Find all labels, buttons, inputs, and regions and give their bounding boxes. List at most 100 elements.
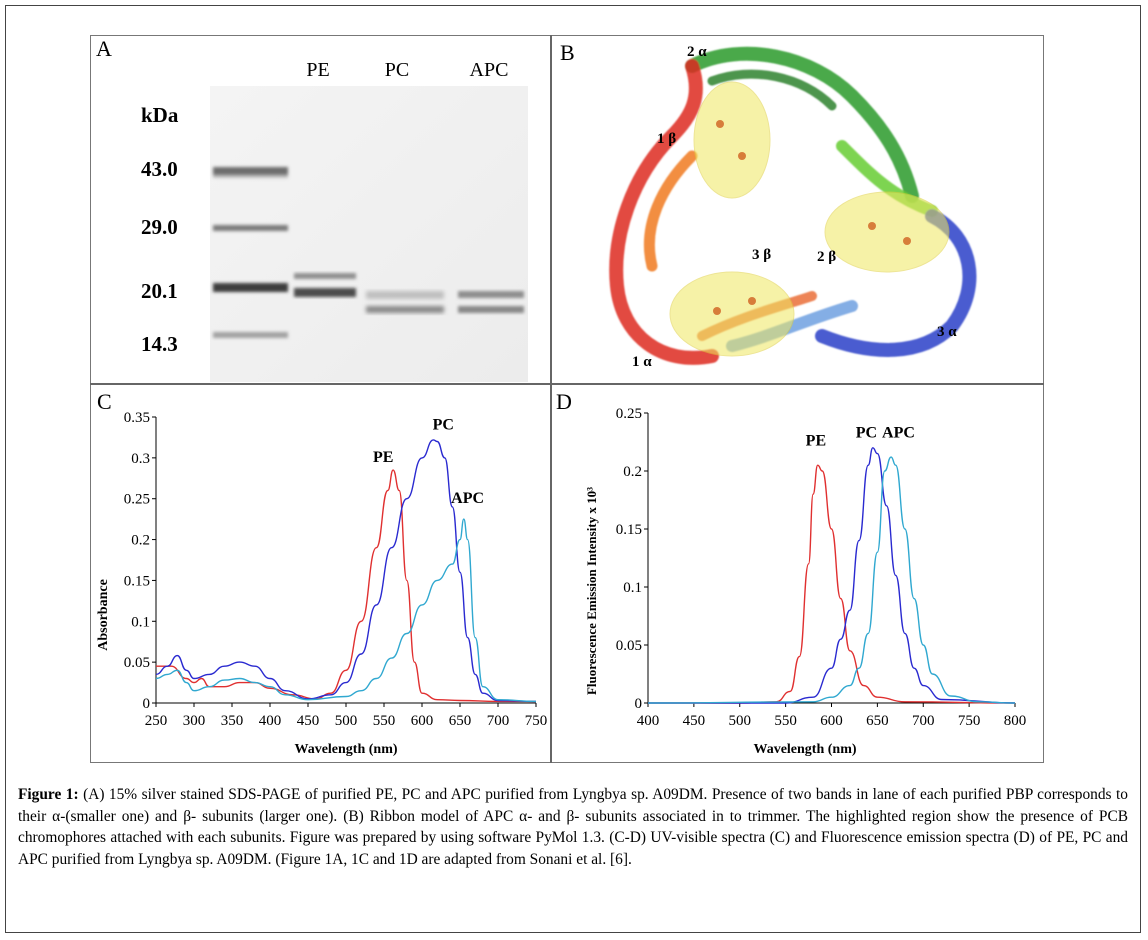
panel-b-letter: B [560, 40, 575, 65]
marker-label-43: 43.0 [141, 157, 178, 181]
x-tick-label: 350 [221, 713, 244, 729]
caption-label: Figure 1: [18, 786, 79, 803]
highlight-region-2b [824, 191, 950, 273]
x-tick-label: 450 [297, 713, 320, 729]
atom [903, 237, 911, 245]
panel-d-letter: D [556, 389, 572, 414]
x-tick-label: 550 [373, 713, 396, 729]
kda-label: kDa [141, 103, 179, 127]
y-axis-label: Absorbance [96, 579, 111, 651]
pc-band-lower [366, 306, 444, 313]
atom [868, 222, 876, 230]
y-tick-label: 0.1 [623, 580, 642, 596]
x-tick-label: 650 [449, 713, 472, 729]
label-1-beta: 1 β [657, 131, 676, 147]
y-tick-label: 0 [143, 696, 151, 712]
series-line-apc [155, 518, 537, 703]
atom [748, 297, 756, 305]
x-tick-label: 700 [912, 713, 935, 729]
marker-band-14 [213, 332, 288, 338]
lane-label-pc: PC [385, 59, 409, 81]
panel-c-letter: C [97, 389, 112, 414]
apc-band-upper [458, 291, 524, 298]
marker-band-29 [213, 225, 288, 231]
series-label-pc: PC [433, 416, 454, 433]
y-tick-label: 0.15 [124, 573, 150, 589]
atom [713, 307, 721, 315]
x-tick-label: 800 [1004, 713, 1027, 729]
chart-absorbance: C Absorbance Wavelength (nm) 0.350.30.25… [96, 389, 548, 757]
x-tick-label: 500 [729, 713, 752, 729]
pe-band-upper [294, 273, 356, 279]
atom [738, 152, 746, 160]
atom [716, 120, 724, 128]
highlight-region-1b [693, 81, 771, 199]
ribbon-red-arm [609, 59, 719, 365]
x-tick-label: 600 [411, 713, 434, 729]
y-tick-label: 0 [635, 696, 643, 712]
marker-label-20: 20.1 [141, 279, 178, 303]
label-2-beta: 2 β [817, 249, 836, 265]
y-tick-label: 0.25 [616, 406, 642, 422]
series-label-pe: PE [373, 449, 393, 466]
y-tick-label: 0.15 [616, 522, 642, 538]
x-tick-label: 550 [774, 713, 797, 729]
series-label-apc: APC [451, 490, 484, 507]
page-frame [5, 5, 1141, 933]
marker-band-43b [213, 174, 288, 178]
panel-d: D Fluorescence Emission Intensity x 10³ … [552, 385, 1043, 762]
caption-text: (A) 15% silver stained SDS-PAGE of purif… [18, 786, 1128, 868]
panel-a: A PE PC APC kDa 43.0 29.0 20.1 14.3 [91, 36, 549, 382]
x-tick-label: 750 [525, 713, 548, 729]
x-tick-label: 400 [637, 713, 660, 729]
marker-band-20 [213, 283, 288, 292]
x-tick-label: 250 [145, 713, 168, 729]
x-tick-label: 300 [183, 713, 206, 729]
x-tick-label: 750 [958, 713, 981, 729]
marker-label-29: 29.0 [141, 215, 178, 239]
panel-divider-vertical [550, 35, 552, 763]
chart-fluorescence: D Fluorescence Emission Intensity x 10³ … [556, 389, 1027, 757]
lane-pc-bands [366, 291, 444, 313]
figure-caption: Figure 1: (A) 15% silver stained SDS-PAG… [18, 784, 1128, 870]
series-label-pc: PC [856, 424, 877, 441]
panel-divider-horizontal [90, 383, 1044, 385]
chromophore-atoms [713, 120, 911, 315]
series-line-pc [648, 447, 1016, 704]
series-line-pe [156, 469, 536, 703]
label-3-alpha: 3 α [937, 324, 957, 340]
label-1-alpha: 1 α [632, 354, 652, 370]
panel-c: C Absorbance Wavelength (nm) 0.35 0.3 0.25… [91, 385, 549, 762]
marker-label-14: 14.3 [141, 332, 178, 356]
lane-label-pe: PE [306, 59, 329, 81]
lane-pe-bands [294, 273, 356, 297]
y-tick-label: 0.2 [131, 533, 150, 549]
y-tick-label: 0.2 [623, 464, 642, 480]
y-tick-label: 0.35 [124, 410, 150, 426]
series-line-pe [648, 464, 1016, 704]
ribbon-green-inner [707, 69, 837, 111]
series-label-pe: PE [806, 432, 826, 449]
label-2-alpha: 2 α [687, 44, 707, 60]
marker-band-43 [213, 167, 288, 175]
y-tick-label: 0.1 [131, 614, 150, 630]
y-tick-label: 0.05 [616, 638, 642, 654]
series-line-apc [647, 456, 1016, 704]
apc-band-lower [458, 306, 524, 313]
lane-label-apc: APC [470, 59, 509, 81]
ribbon-model-image: B 2 α 1 β 2 β 3 β 1 α 3 α [560, 40, 977, 370]
y-axis-label: Fluorescence Emission Intensity x 10³ [584, 487, 599, 695]
x-tick-label: 600 [820, 713, 843, 729]
ribbon-green-arm [685, 46, 919, 203]
x-tick-label: 700 [487, 713, 510, 729]
label-3-beta: 3 β [752, 247, 771, 263]
x-tick-label: 450 [683, 713, 706, 729]
lane-apc-bands [458, 291, 524, 313]
ribbon-orange [643, 150, 698, 272]
pe-band-lower [294, 288, 356, 297]
gel-image: A PE PC APC kDa 43.0 29.0 20.1 14.3 [96, 36, 528, 382]
ribbon-blue-arm [815, 209, 977, 357]
panel-a-letter: A [96, 36, 112, 61]
x-tick-label: 400 [259, 713, 282, 729]
panel-b: B 2 α 1 β 2 β 3 β 1 α 3 α [552, 36, 1043, 382]
